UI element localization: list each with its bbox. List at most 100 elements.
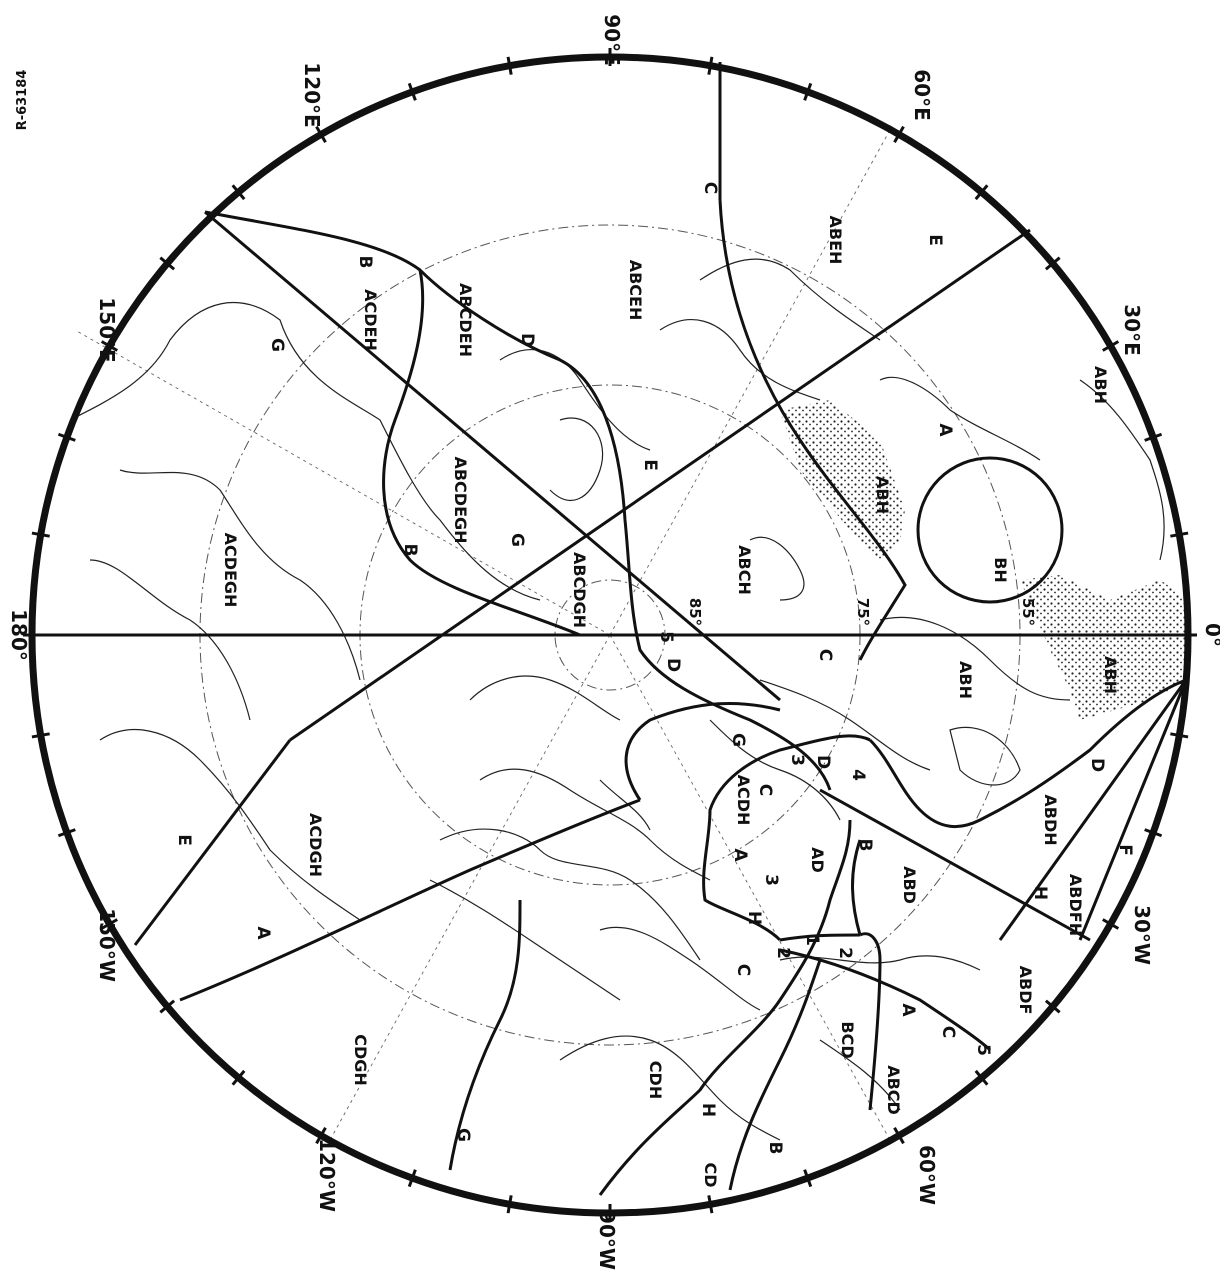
- boundary-lines: [32, 62, 1188, 1196]
- rim-tick: [100, 340, 118, 352]
- line-h-sector: [1078, 679, 1188, 941]
- zone-cdgh: CDGH: [351, 1034, 370, 1086]
- line-label-h-low: H: [744, 911, 764, 925]
- line-label-c-bot2: C: [938, 1026, 958, 1038]
- line-5: [779, 948, 992, 1052]
- rim-tick: [893, 1127, 905, 1145]
- rim-tick: [974, 184, 989, 201]
- figure-id: R-63184: [15, 70, 30, 131]
- label-180: 180°: [7, 609, 31, 661]
- zone-abch: ABCH: [735, 545, 754, 595]
- line-label-f-low: F: [1115, 844, 1135, 856]
- rim-tick: [506, 1195, 513, 1214]
- rim-tick: [159, 999, 176, 1014]
- line-label-g-mid: G: [507, 533, 527, 547]
- line-label-c-mid: C: [815, 649, 835, 661]
- rim-tick: [1102, 340, 1120, 352]
- zone-acdgh: ACDGH: [306, 813, 325, 877]
- line-c-upper: [718, 199, 907, 661]
- line-label-d-top: D: [517, 333, 537, 347]
- zone-abcdgh: ABCDGH: [570, 552, 589, 628]
- line-4: [819, 788, 1091, 942]
- segment-3-a: 3: [787, 754, 807, 766]
- zone-acdh: ACDH: [734, 775, 753, 826]
- rim-tick: [1144, 828, 1163, 838]
- line-label-a-bot: A: [898, 1003, 918, 1017]
- line-label-a-low: A: [730, 848, 750, 862]
- zone-abceh: ABCEH: [626, 260, 645, 321]
- line-label-h-low2: H: [1030, 886, 1050, 900]
- rim-tick: [707, 56, 714, 75]
- line-e: [289, 228, 1031, 742]
- rim-tick: [31, 732, 50, 739]
- line-b-d: [204, 210, 832, 791]
- line-a: [179, 798, 641, 1002]
- label-0: 0°: [1201, 623, 1220, 647]
- segment-4: 4: [848, 769, 868, 781]
- line-b-inner: [382, 269, 581, 637]
- bh-circle: [916, 456, 1064, 604]
- zone-abdf: ABDF: [1016, 966, 1035, 1015]
- segment-2-b: 2: [835, 947, 855, 959]
- line-label-h-bot: H: [698, 1103, 718, 1117]
- zone-abdh: ABDH: [1041, 794, 1060, 845]
- lat-55: 55°: [1019, 598, 1037, 626]
- line-label-g-top: G: [267, 338, 287, 352]
- rim-tick: [407, 82, 417, 101]
- label-150e: 150°E: [95, 297, 119, 362]
- rim-tick: [1102, 918, 1120, 930]
- line-label-g-bot: G: [453, 1128, 473, 1142]
- segment-2-a: 2: [773, 947, 793, 959]
- rim-tick: [100, 918, 118, 930]
- label-120w: 120°W: [315, 1138, 339, 1212]
- label-90w: 90°W: [595, 1210, 619, 1270]
- rim-tick: [803, 82, 813, 101]
- label-60e: 60°E: [910, 69, 934, 121]
- line-label-c-bot: C: [733, 964, 753, 976]
- line-label-e-ne: E: [925, 234, 945, 246]
- rim-tick: [707, 1195, 714, 1214]
- segment-numbers: 5 3 4 3 1 2 2 5: [656, 631, 993, 1056]
- stippled-areas: [780, 400, 1190, 720]
- line-f: [998, 679, 1188, 941]
- rim-tick: [57, 828, 76, 838]
- line-c-lower: [859, 932, 882, 1111]
- zone-abcd: ABCD: [884, 1065, 903, 1115]
- zone-abeh: ABEH: [826, 216, 845, 265]
- segment-5-top: 5: [656, 631, 676, 643]
- line-label-g-low: G: [728, 733, 748, 747]
- line-label-c-top: C: [700, 182, 720, 194]
- rim-tick: [231, 1069, 246, 1086]
- line-3: [702, 734, 871, 942]
- segment-5-bot: 5: [973, 1044, 993, 1056]
- rim-tick: [506, 56, 513, 75]
- rim-tick: [1044, 256, 1061, 271]
- segment-1: 1: [802, 934, 822, 946]
- line-label-e-left: E: [174, 834, 194, 846]
- zone-acdeh: ACDEH: [361, 289, 380, 351]
- line-label-b-bot: B: [765, 1142, 785, 1155]
- zone-labels: ABEH ABCEH ABCDEH ACDEH ACDEGH ABCDEGH A…: [221, 216, 1120, 1188]
- segment-3-b: 3: [761, 874, 781, 886]
- line-g-bottom: [448, 899, 522, 1171]
- rim-tick: [159, 256, 176, 271]
- zone-ad: AD: [808, 847, 827, 873]
- line-label-b-top: B: [355, 256, 375, 269]
- rim-tick: [803, 1169, 813, 1188]
- line-label-d-ctr: D: [663, 658, 683, 672]
- rim-tick: [1044, 999, 1061, 1014]
- rim-tick: [1170, 732, 1189, 739]
- rim-tick: [31, 531, 50, 538]
- line-label-d-low: D: [1087, 758, 1107, 772]
- line-d: [868, 678, 1187, 829]
- line-b-bottom: [728, 959, 822, 1191]
- zone-abh-s: ABH: [1101, 656, 1120, 694]
- lat-85: 85°: [686, 598, 704, 626]
- degree-labels: 90°E 120°E 60°E 150°E 30°E 180° 0° 150°W…: [7, 14, 1220, 1270]
- line-label-d-mid: D: [813, 755, 833, 769]
- coastlines: [69, 258, 1165, 1141]
- line-label-b-low: B: [855, 839, 875, 852]
- line-1: [851, 839, 862, 936]
- rim-tick: [1170, 531, 1189, 538]
